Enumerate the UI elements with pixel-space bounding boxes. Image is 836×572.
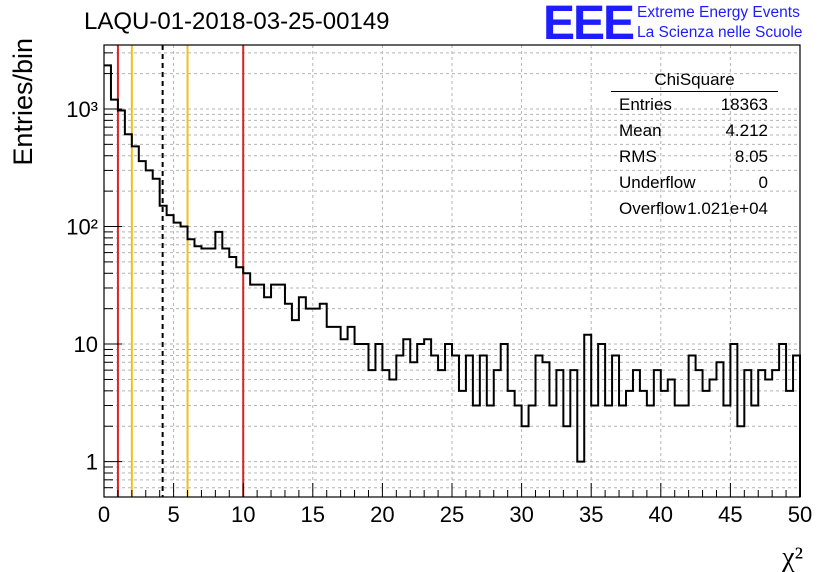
stats-value: 8.05 <box>734 147 768 166</box>
stats-value: 0 <box>758 173 768 192</box>
plot-frame <box>103 44 801 498</box>
y-tick-label: 10 <box>74 332 98 357</box>
stats-row-rms: RMS 8.05 <box>611 144 778 170</box>
histogram-outline <box>104 64 801 497</box>
logo-caption: Extreme Energy Events La Scienza nelle S… <box>637 3 802 43</box>
x-tick-label: 30 <box>509 502 533 527</box>
stats-value: 4.212 <box>725 121 768 140</box>
x-tick-label: 5 <box>167 502 179 527</box>
x-tick-label: 20 <box>370 502 394 527</box>
stats-row-overflow: Overflow 1.021e+04 <box>611 196 778 222</box>
y-tick-label: 10² <box>66 215 98 240</box>
x-tick-label: 50 <box>788 502 812 527</box>
stats-row-underflow: Underflow 0 <box>611 170 778 196</box>
stats-label: Overflow <box>619 199 687 218</box>
stats-label: Mean <box>619 121 662 140</box>
stats-label: RMS <box>619 147 657 166</box>
x-tick-label: 10 <box>231 502 255 527</box>
logo-caption-line2: La Scienza nelle Scuole <box>637 24 803 41</box>
grid-lines <box>104 45 800 497</box>
y-tick-label: 1 <box>86 450 98 475</box>
logo-caption-line1: Extreme Energy Events <box>637 4 800 21</box>
tick-labels: 0 5 10 15 20 25 30 35 40 45 50 1 10 10² 10³ <box>66 97 812 527</box>
stats-box: ChiSquare Entries 18363 Mean 4.212 RMS 8… <box>611 70 778 222</box>
y-axis-label: Entries/bin <box>8 38 38 166</box>
x-tick-label: 25 <box>440 502 464 527</box>
stats-row-entries: Entries 18363 <box>611 92 778 118</box>
y-tick-label: 10³ <box>66 97 98 122</box>
stats-label: Entries <box>619 95 672 114</box>
stats-title: ChiSquare <box>611 70 778 92</box>
stats-value: 18363 <box>720 95 768 114</box>
x-tick-label: 35 <box>579 502 603 527</box>
chart-title: LAQU-01-2018-03-25-00149 <box>84 8 390 35</box>
x-tick-label: 15 <box>301 502 325 527</box>
x-axis-label: χ² <box>781 542 803 572</box>
eee-logo: EEE <box>543 0 635 50</box>
stats-row-mean: Mean 4.212 <box>611 118 778 144</box>
reference-lines <box>116 45 245 497</box>
x-tick-label: 0 <box>98 502 110 527</box>
stats-label: Underflow <box>619 173 696 192</box>
stats-value: 1.021e+04 <box>687 199 768 218</box>
axes <box>103 44 801 498</box>
x-tick-label: 45 <box>718 502 742 527</box>
x-tick-label: 40 <box>649 502 673 527</box>
